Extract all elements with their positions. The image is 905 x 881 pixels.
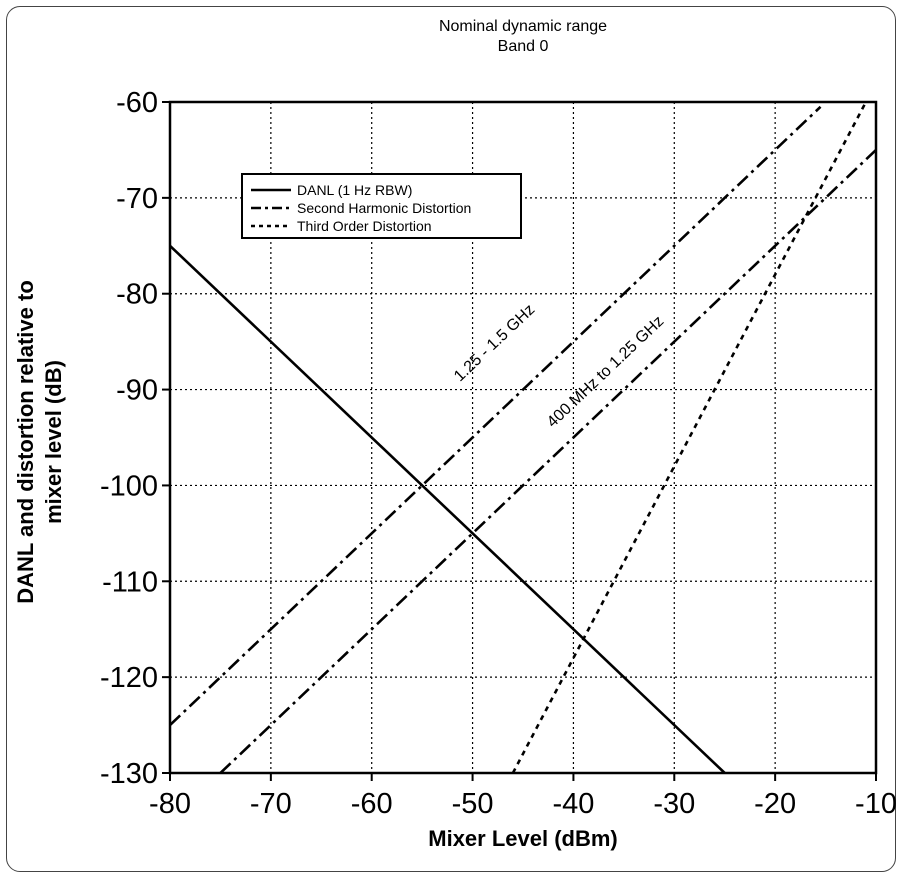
- legend: DANL (1 Hz RBW) Second Harmonic Distorti…: [241, 173, 522, 239]
- legend-label: Second Harmonic Distortion: [297, 200, 472, 216]
- chart-title: Nominal dynamic range: [438, 18, 608, 35]
- series-line-dotted: [511, 102, 868, 773]
- chart-frame: [6, 6, 896, 872]
- y-axis-label-line-2: mixer level (dB): [41, 360, 66, 524]
- y-tick-label: -120: [100, 662, 158, 694]
- y-tick-label: -100: [100, 470, 158, 502]
- y-tick-label: -110: [102, 566, 158, 598]
- x-tick-label: -70: [250, 788, 292, 820]
- legend-label: Third Order Distortion: [297, 218, 432, 234]
- legend-swatch-dash-dot: [251, 206, 291, 210]
- legend-swatch-solid: [251, 188, 291, 192]
- y-tick-label: -70: [116, 183, 158, 215]
- y-axis-label-line-1: DANL and distortion relative to: [13, 280, 38, 604]
- y-tick-label: -80: [116, 279, 158, 311]
- x-tick-label: -10: [855, 788, 897, 820]
- line-annotation: 1.25 - 1.5 GHz: [451, 301, 538, 385]
- y-tick-label: -130: [100, 758, 158, 790]
- x-axis-label: Mixer Level (dBm): [428, 826, 618, 851]
- x-tick-label: -30: [653, 788, 695, 820]
- legend-swatch-dotted: [251, 224, 291, 228]
- chart-subtitle: Band 0: [497, 38, 549, 55]
- x-tick-label: -50: [452, 788, 494, 820]
- legend-item-second-harmonic: Second Harmonic Distortion: [251, 199, 471, 217]
- y-tick-label: -90: [116, 375, 158, 407]
- x-tick-label: -40: [552, 788, 594, 820]
- series-line-dash-dot: [219, 148, 876, 773]
- series-line-solid: [170, 244, 726, 773]
- x-tick-label: -20: [754, 788, 796, 820]
- line-annotation: 400 MHz to 1.25 GHz: [544, 313, 667, 431]
- x-tick-label: -80: [149, 788, 191, 820]
- legend-label: DANL (1 Hz RBW): [297, 182, 413, 198]
- y-tick-label: -60: [116, 87, 158, 119]
- legend-item-danl: DANL (1 Hz RBW): [251, 181, 412, 199]
- x-tick-label: -60: [351, 788, 393, 820]
- plot-border: [168, 100, 878, 775]
- legend-item-third-order: Third Order Distortion: [251, 217, 432, 235]
